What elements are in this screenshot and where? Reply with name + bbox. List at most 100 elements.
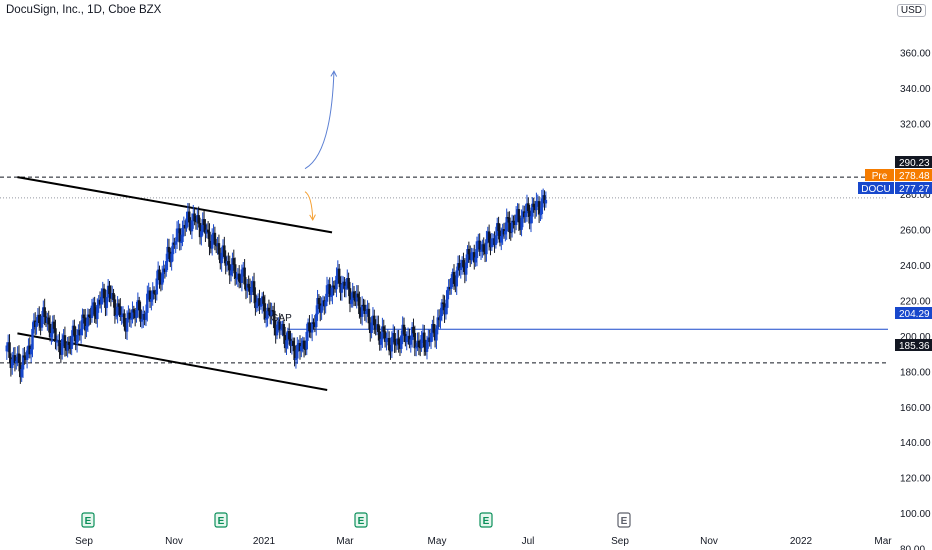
candle <box>273 302 276 336</box>
y-tick-label: 160.00 <box>900 403 931 414</box>
x-tick-label: May <box>428 536 447 547</box>
candle <box>125 310 129 341</box>
candle <box>408 328 411 349</box>
candle <box>175 221 179 249</box>
price-tag-bg <box>895 339 932 351</box>
candle-body <box>167 246 171 253</box>
candle-body <box>164 261 168 272</box>
x-tick-label: Jul <box>522 536 535 547</box>
candle-body <box>429 332 433 343</box>
candle <box>302 337 306 358</box>
candle-body <box>293 345 296 361</box>
candle-body <box>420 335 423 349</box>
candle-body <box>291 340 295 346</box>
price-tag-value: 277.27 <box>899 184 930 195</box>
candle-body <box>208 231 211 247</box>
candle-body <box>217 243 221 255</box>
candle <box>187 203 191 231</box>
candle-body <box>467 249 471 255</box>
candle-body <box>364 311 368 314</box>
candle-body <box>505 217 508 232</box>
candle-body <box>425 340 429 352</box>
candle-body <box>181 227 184 242</box>
candle <box>475 236 479 267</box>
price-tag-bg <box>895 307 932 319</box>
price-tags: 290.23 Pre 278.48 DOCU 277.27 204.29 185.36 <box>858 156 932 352</box>
candle <box>490 233 494 251</box>
candle-body <box>60 338 64 355</box>
price-tag: Pre 278.48 <box>865 169 932 182</box>
candle-body <box>409 339 413 345</box>
candle <box>508 211 511 240</box>
candle-body <box>123 313 126 327</box>
candle-body <box>263 303 267 320</box>
candle <box>58 331 61 359</box>
candle <box>308 315 311 338</box>
candle <box>146 285 149 322</box>
candle-body <box>85 325 88 331</box>
x-tick-label: Sep <box>611 536 629 547</box>
candle-body <box>423 332 426 348</box>
candle-body <box>544 199 548 204</box>
candle-body <box>344 285 348 290</box>
candle-body <box>232 258 236 265</box>
candle-body <box>87 314 91 317</box>
candle <box>328 277 331 305</box>
candle-body <box>387 337 391 351</box>
candle-body <box>102 288 106 299</box>
candle-body <box>508 217 511 233</box>
candle-body <box>320 305 323 313</box>
candle-body <box>250 287 253 295</box>
earnings-badge <box>354 512 368 528</box>
pullback-projection <box>304 191 316 222</box>
y-tick-label: 200.00 <box>900 332 931 343</box>
candle <box>458 255 461 276</box>
candle-body <box>25 350 29 360</box>
candle-body <box>373 315 376 326</box>
candle <box>397 329 400 353</box>
upper-channel-line <box>17 176 333 234</box>
candle <box>331 277 334 305</box>
candle <box>464 254 468 282</box>
candle <box>266 303 269 327</box>
candle <box>83 308 87 340</box>
x-tick-label: Mar <box>336 536 354 547</box>
earnings-badge <box>81 512 95 528</box>
candle <box>393 326 396 353</box>
candle-body <box>146 293 149 313</box>
x-tick-label: Nov <box>165 536 183 547</box>
candle <box>340 275 344 301</box>
candle-body <box>247 283 250 288</box>
candle <box>363 299 367 321</box>
x-tick-label: Nov <box>700 536 718 547</box>
candle-body <box>258 298 261 307</box>
candle-body <box>470 252 473 260</box>
candle-body <box>175 228 179 242</box>
earnings-marker: E <box>479 512 493 528</box>
candle <box>151 282 154 306</box>
candle-body <box>439 315 442 321</box>
candle-body <box>187 211 191 223</box>
candle-body <box>432 324 435 333</box>
candle-body <box>237 273 241 282</box>
y-tick-label: 260.00 <box>900 226 931 237</box>
candle-body <box>93 302 96 317</box>
candle-body <box>325 285 329 302</box>
candle-body <box>233 264 237 279</box>
candle-body <box>379 338 383 345</box>
horizontal-levels <box>0 176 888 364</box>
candle-body <box>520 218 523 230</box>
candle-body <box>213 232 217 245</box>
candle-body <box>140 318 144 322</box>
price-tag-label: DOCU <box>861 184 890 195</box>
candle-body <box>20 369 23 378</box>
candle-body <box>273 310 276 329</box>
candle-body <box>113 299 117 317</box>
candle-body <box>450 278 453 290</box>
candle-body <box>459 267 463 270</box>
candle <box>108 280 111 303</box>
currency-selector[interactable]: USD <box>896 4 926 17</box>
candle-body <box>328 284 331 298</box>
candle-body <box>485 239 488 255</box>
